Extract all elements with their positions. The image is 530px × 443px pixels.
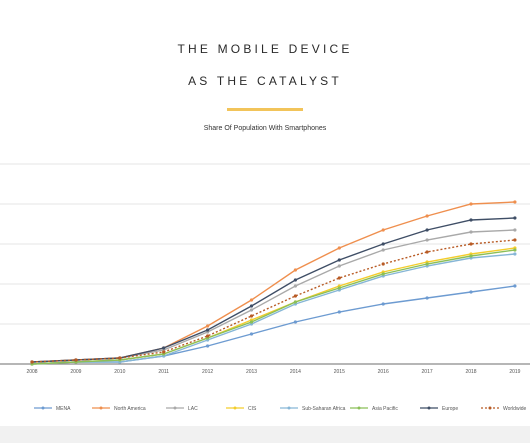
data-point-worldwide [118,356,122,360]
data-point-worldwide [74,358,78,362]
data-point-mena [337,310,341,314]
legend-marker-cis [233,406,237,410]
data-point-mena [381,302,385,306]
x-tick-label: 2016 [378,369,389,375]
series-line-worldwide [31,239,515,363]
legend-label-lac: LAC [188,406,198,412]
data-point-worldwide [513,238,517,242]
legend-label-mena: MENA [56,406,71,412]
data-point-north-america [293,268,297,272]
x-tick-label: 2017 [422,369,433,375]
legend-label-sub-saharan-africa: Sub-Saharan Africa [302,406,346,412]
x-tick-label: 2012 [202,369,213,375]
series-line-europe [31,217,515,363]
data-point-worldwide [469,242,473,246]
data-point-mena [293,320,297,324]
series-line-cis [31,247,515,365]
data-point-asia-pacific [293,300,297,304]
x-tick-label: 2015 [334,369,345,375]
data-point-europe [293,278,297,282]
data-point-lac [425,238,429,242]
data-point-europe [162,346,166,350]
x-tick-label: 2009 [70,369,81,375]
legend-marker-lac [173,406,177,410]
data-point-europe [469,218,473,222]
data-point-north-america [249,298,254,302]
legend-marker-north-america [99,406,103,410]
data-point-lac [513,228,517,232]
data-point-asia-pacific [469,254,473,258]
data-point-lac [293,284,297,288]
data-point-mena [513,284,517,288]
series-line-asia-pacific [31,249,515,365]
data-point-asia-pacific [381,272,385,276]
data-point-north-america [513,200,517,204]
chart-title: Share Of Population With Smartphones [203,125,327,132]
data-point-lac [337,264,341,268]
legend-marker-europe [427,406,431,410]
data-point-lac [249,308,254,312]
data-point-worldwide [30,360,34,364]
legend-label-north-america: North America [114,406,146,412]
legend-label-europe: Europe [442,406,458,412]
data-point-worldwide [425,250,429,254]
legend-label-asia-pacific: Asia Pacific [372,406,398,412]
accent-rule [227,108,303,111]
x-tick-label: 2018 [465,369,476,375]
data-point-north-america [337,246,341,250]
data-point-mena [206,344,210,348]
data-point-asia-pacific [425,262,429,266]
data-point-north-america [381,228,385,232]
legend-marker-worldwide [488,406,492,410]
slide-title-line-2: AS THE CATALYST [188,74,342,88]
data-point-worldwide [249,314,254,318]
legend-marker-asia-pacific [357,406,361,410]
data-point-worldwide [206,334,210,338]
legend-marker-sub-saharan-africa [287,406,291,410]
data-point-europe [513,216,517,220]
line-chart: 2008 2009 2010 2011 2012 2013 2014 2015 2016 2017… [0,163,530,412]
slide: THE MOBILE DEVICE AS THE CATALYST Share … [0,42,530,412]
data-point-worldwide [381,262,385,266]
data-point-lac [381,248,385,252]
x-tick-label: 2019 [509,369,520,375]
data-point-mena [249,332,254,336]
data-point-north-america [425,214,429,218]
x-tick-label: 2011 [158,369,169,375]
data-point-europe [337,258,341,262]
series-line-sub-saharan-africa [31,253,515,365]
data-point-europe [381,242,385,246]
data-point-worldwide [337,276,341,280]
legend-marker-mena [41,406,45,410]
data-point-north-america [206,324,210,328]
data-point-mena [469,290,473,294]
legend-label-cis: CIS [248,406,257,412]
data-point-north-america [469,202,473,206]
x-tick-label: 2014 [290,369,301,375]
data-point-asia-pacific [513,248,517,252]
data-point-mena [425,296,429,300]
x-tick-label: 2008 [26,369,37,375]
data-point-asia-pacific [337,286,341,290]
data-point-europe [206,328,210,332]
data-point-worldwide [162,350,166,354]
footer-band [0,426,530,443]
data-point-europe [425,228,429,232]
data-point-europe [249,304,254,308]
data-point-lac [469,230,473,234]
data-point-asia-pacific [249,320,254,324]
legend-label-worldwide: Worldwide [503,406,526,412]
data-point-worldwide [293,294,297,298]
data-point-sub-saharan-africa [513,252,517,256]
x-tick-label: 2013 [246,369,257,375]
slide-title-line-1: THE MOBILE DEVICE [177,42,353,56]
x-tick-label: 2010 [114,369,125,375]
